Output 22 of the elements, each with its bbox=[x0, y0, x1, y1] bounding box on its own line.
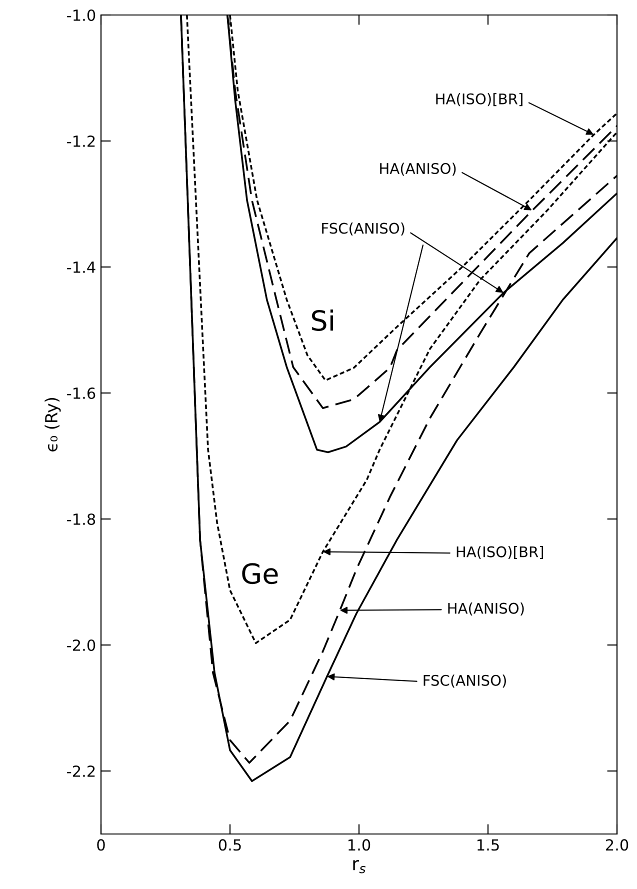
annotation: HA(ISO)[BR] bbox=[456, 546, 544, 560]
x-tick-label: 0 bbox=[97, 839, 105, 851]
y-tick-label: -1.2 bbox=[67, 135, 95, 147]
x-tick-label: 1.5 bbox=[478, 839, 499, 851]
y-tick-label: -1.8 bbox=[67, 513, 96, 526]
y-tick-label: -1.4 bbox=[67, 262, 96, 273]
annotation: FSC(ANISO) bbox=[322, 222, 404, 236]
annotation: Ge bbox=[242, 563, 278, 584]
annotation: FSC(ANISO) bbox=[424, 674, 506, 688]
y-tick-label: -1.0 bbox=[67, 9, 96, 22]
x-tick-label: 0.5 bbox=[218, 839, 241, 851]
y-axis-title: ϵ₀ (Ry) bbox=[44, 398, 61, 452]
x-tick-label: 1.0 bbox=[348, 839, 370, 851]
y-tick-label: -2.0 bbox=[67, 639, 96, 652]
annotation: HA(ISO)[BR] bbox=[436, 93, 522, 106]
annotation: Si bbox=[312, 310, 333, 332]
annotation: HA(ANISO) bbox=[380, 162, 456, 176]
annotation: HA(ANISO) bbox=[448, 602, 524, 616]
x-tick-label: 2.0 bbox=[606, 839, 628, 851]
y-tick-label: -2.2 bbox=[67, 765, 95, 777]
x-axis-title: r$_{s}$ bbox=[353, 860, 366, 874]
y-tick-label: -1.6 bbox=[67, 387, 96, 400]
